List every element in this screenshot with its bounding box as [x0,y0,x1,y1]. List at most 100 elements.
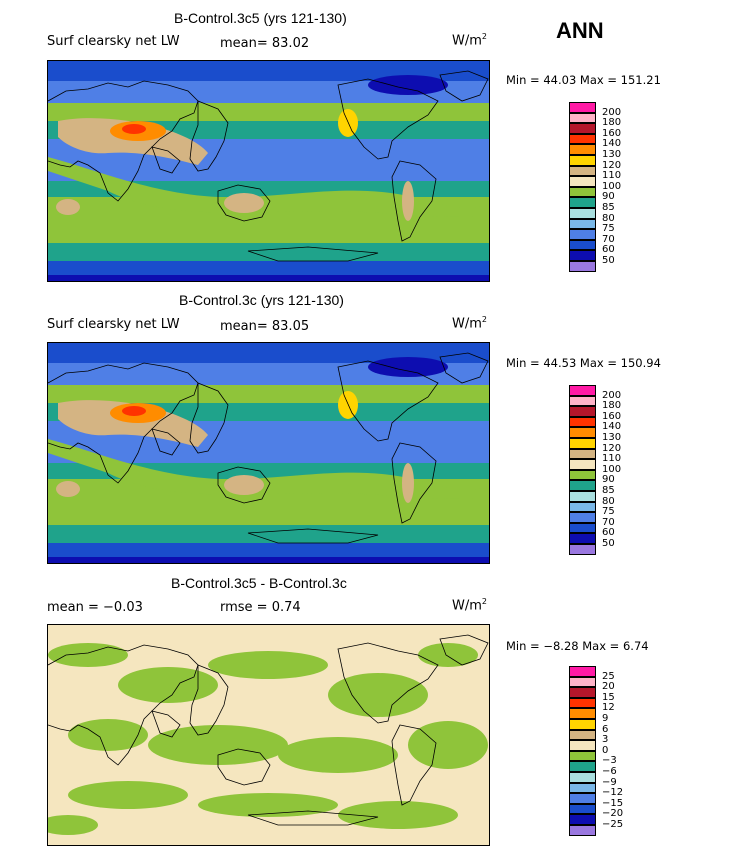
colorbar-level-label: 90 [602,474,615,486]
colorbar-swatch [569,676,596,688]
colorbar-level-label: 180 [602,117,622,129]
colorbar-swatch [569,144,596,155]
units-label: W/m2 [452,32,487,49]
colorbar-level-label: 100 [602,180,622,192]
colorbar-level-label: 160 [602,127,622,139]
season-label: ANN [556,18,604,43]
colorbar-swatch [569,438,596,449]
colorbar-level-label: 9 [602,713,609,724]
colorbar-swatch [569,112,596,124]
contour-map [47,60,490,282]
min-max-label: Min = 44.03 Max = 151.21 [506,73,661,87]
colorbar-level-label: −20 [602,808,624,820]
colorbar-level-label: 75 [602,506,615,518]
colorbar-level-label: −25 [602,819,624,830]
colorbar-level-label: 140 [602,138,622,150]
colorbar-level-label: 120 [602,159,622,171]
colorbar-level-label: −3 [602,755,617,767]
colorbar-swatch [569,229,596,240]
colorbar-level-label: 20 [602,681,615,693]
colorbar-swatch [569,544,596,555]
colorbar-swatch [569,123,596,134]
colorbar-swatch [569,427,596,438]
colorbar-swatch [569,197,596,208]
colorbar-swatch [569,133,596,145]
colorbar-level-label: 85 [602,485,615,496]
colorbar-level-label: 200 [602,106,622,118]
colorbar-level-label: 60 [602,527,615,539]
colorbar-level-label: 200 [602,389,622,401]
colorbar-swatch [569,176,596,187]
colorbar-level-label: 50 [602,255,615,266]
colorbar-level-label: −12 [602,787,624,799]
colorbar-swatch [569,512,596,523]
mean-label: mean = −0.03 [47,600,143,615]
colorbar-swatch [569,395,596,407]
colorbar-swatch [569,218,596,230]
colorbar-swatch [569,469,596,481]
colorbar-level-label: 160 [602,410,622,422]
colorbar-swatch [569,165,596,177]
colorbar-swatch [569,416,596,428]
colorbar-level-label: 50 [602,538,615,549]
colorbar-swatch [569,385,596,396]
colorbar-swatch [569,719,596,730]
colorbar-swatch [569,480,596,491]
colorbar-swatch [569,491,596,502]
mean-label: mean= 83.02 [220,36,310,51]
variable-label: Surf clearsky net LW [47,34,180,49]
units-label: W/m2 [452,597,487,614]
contour-map [47,624,490,846]
colorbar-swatch [569,772,596,783]
colorbar-level-label: 60 [602,244,615,256]
colorbar-level-label: 70 [602,233,615,245]
colorbar-level-label: 180 [602,400,622,412]
colorbar-level-label: 75 [602,223,615,235]
colorbar-swatch [569,501,596,513]
colorbar-swatch [569,793,596,804]
panel-title: B-Control.3c (yrs 121-130) [179,292,344,308]
colorbar-swatch [569,186,596,198]
panel-title: B-Control.3c5 (yrs 121-130) [174,10,347,26]
colorbar-level-label: 80 [602,495,615,507]
colorbar-level-label: 85 [602,202,615,213]
colorbar-level-label: 12 [602,702,615,714]
colorbar-swatch [569,708,596,719]
colorbar-level-label: 25 [602,670,615,682]
colorbar-swatch [569,208,596,219]
min-max-label: Min = 44.53 Max = 150.94 [506,356,661,370]
colorbar-swatch [569,697,596,709]
colorbar-level-label: 110 [602,170,622,182]
colorbar-level-label: 80 [602,212,615,224]
colorbar-swatch [569,522,596,534]
colorbar-level-label: 110 [602,453,622,465]
colorbar-swatch [569,750,596,762]
colorbar-swatch [569,814,596,825]
min-max-label: Min = −8.28 Max = 6.74 [506,639,649,653]
colorbar-swatch [569,740,596,751]
colorbar-level-label: 130 [602,432,622,443]
colorbar-swatch [569,666,596,677]
colorbar-level-label: 6 [602,723,609,735]
panel-title: B-Control.3c5 - B-Control.3c [171,575,347,591]
mean-label: mean= 83.05 [220,319,310,334]
colorbar-swatch [569,406,596,417]
colorbar-level-label: 130 [602,149,622,160]
colorbar-swatch [569,687,596,698]
colorbar-level-label: 0 [602,744,609,756]
colorbar-level-label: 90 [602,191,615,203]
colorbar-swatch [569,803,596,815]
colorbar-swatch [569,459,596,470]
colorbar-level-label: 70 [602,516,615,528]
colorbar-swatch [569,533,596,544]
colorbar-level-label: 100 [602,463,622,475]
variable-label: Surf clearsky net LW [47,317,180,332]
colorbar-swatch [569,825,596,836]
colorbar-swatch [569,102,596,113]
rmse-label: rmse = 0.74 [220,600,301,615]
colorbar-swatch [569,448,596,460]
colorbar-swatch [569,155,596,166]
colorbar-level-label: 15 [602,691,615,703]
colorbar-swatch [569,761,596,772]
colorbar-level-label: 120 [602,442,622,454]
